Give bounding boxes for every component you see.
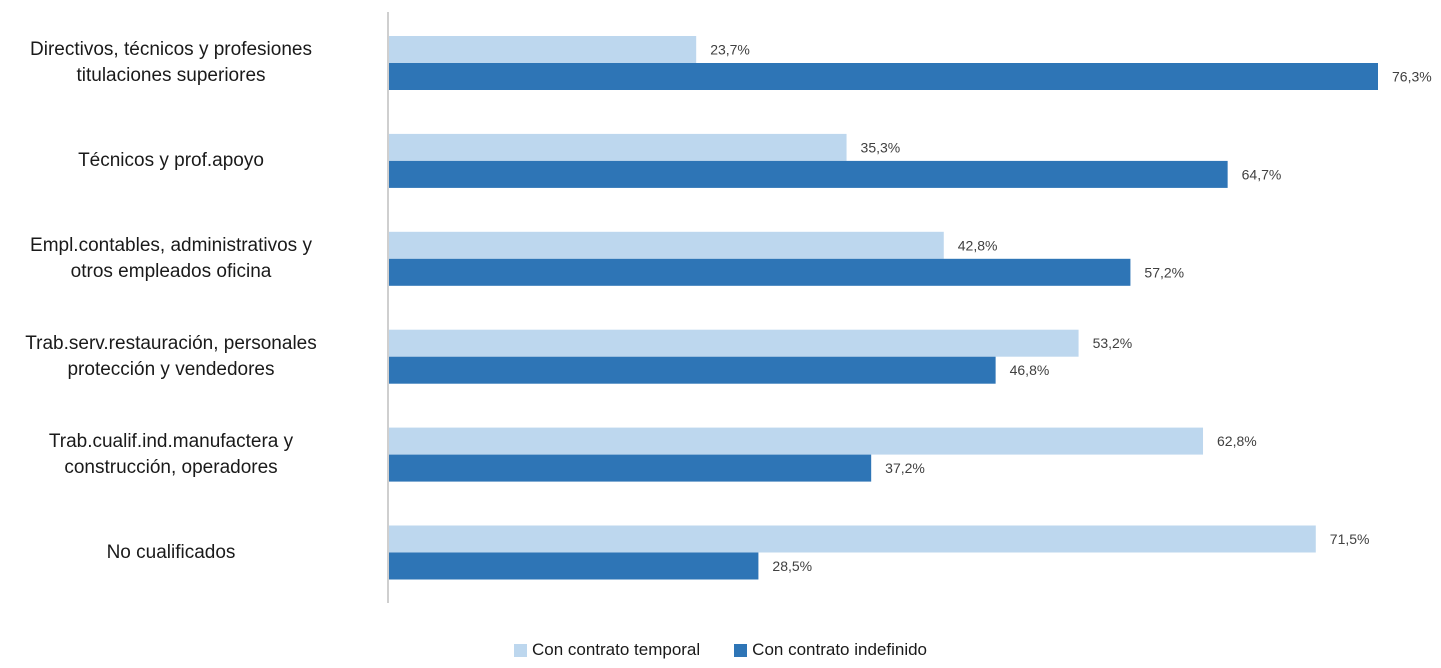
legend-item-temporal: Con contrato temporal xyxy=(513,640,701,660)
category-label-line: Trab.serv.restauración, personales xyxy=(25,332,317,354)
data-label-indefinido-empl-contables: 57,2% xyxy=(1144,264,1184,280)
category-label-line: Técnicos y prof.apoyo xyxy=(78,149,264,171)
bar-temporal-tecnicos xyxy=(389,133,847,161)
category-label-directivos: Directivos, técnicos y profesiones titula… xyxy=(0,37,361,89)
legend-label-indefinido: Con contrato indefinido xyxy=(752,640,928,659)
data-label-temporal-trab-serv: 53,2% xyxy=(1093,335,1133,351)
data-label-indefinido-tecnicos: 64,7% xyxy=(1242,166,1282,182)
legend-label-temporal: Con contrato temporal xyxy=(531,640,701,659)
category-label-line: otros empleados oficina xyxy=(70,260,272,282)
category-label-no-cualificados: No cualificados xyxy=(0,540,361,566)
bar-indefinido-no-cualificados xyxy=(389,552,759,580)
data-label-indefinido-directivos: 76,3% xyxy=(1392,69,1432,85)
data-label-indefinido-no-cualificados: 28,5% xyxy=(772,558,812,574)
bar-indefinido-empl-contables xyxy=(389,258,1131,286)
data-label-temporal-no-cualificados: 71,5% xyxy=(1330,531,1370,547)
bar-indefinido-directivos xyxy=(389,63,1378,90)
category-label-line: Trab.cualif.ind.manufactera y xyxy=(48,430,294,452)
legend-swatch-indefinido xyxy=(734,643,748,657)
category-label-line: titulaciones superiores xyxy=(76,65,266,86)
bar-temporal-trab-cualif xyxy=(389,427,1204,455)
category-label-trab-cualif: Trab.cualif.ind.manufactera y construcció… xyxy=(0,429,361,481)
category-label-trab-serv: Trab.serv.restauración, personales protec… xyxy=(0,331,361,383)
bar-temporal-directivos xyxy=(389,36,697,63)
bar-temporal-empl-contables xyxy=(389,231,944,259)
data-label-temporal-tecnicos: 35,3% xyxy=(861,139,901,155)
bar-temporal-trab-serv xyxy=(389,329,1079,357)
category-label-line: No cualificados xyxy=(106,541,236,563)
bar-temporal-no-cualificados xyxy=(389,525,1316,553)
legend: Con contrato temporal Con contrato indef… xyxy=(0,640,1441,660)
category-label-empl-contables: Empl.contables, administrativos y otros e… xyxy=(0,233,361,285)
category-label-line: protección y vendedores xyxy=(67,358,275,380)
category-label-line: Empl.contables, administrativos y xyxy=(30,234,312,256)
legend-swatch-temporal xyxy=(513,643,527,657)
bar-indefinido-trab-cualif xyxy=(389,454,872,482)
data-label-temporal-directivos: 23,7% xyxy=(710,42,750,58)
category-label-tecnicos: Técnicos y prof.apoyo xyxy=(0,148,361,174)
category-label-line: Directivos, técnicos y profesiones xyxy=(30,39,312,60)
data-label-indefinido-trab-serv: 46,8% xyxy=(1010,362,1050,378)
data-label-indefinido-trab-cualif: 37,2% xyxy=(885,460,925,476)
data-label-temporal-trab-cualif: 62,8% xyxy=(1217,433,1257,449)
legend-item-indefinido: Con contrato indefinido xyxy=(734,640,927,660)
bar-indefinido-trab-serv xyxy=(389,356,996,384)
data-label-temporal-empl-contables: 42,8% xyxy=(958,237,998,253)
category-label-line: construcción, operadores xyxy=(64,456,278,478)
bar-indefinido-tecnicos xyxy=(389,160,1228,188)
